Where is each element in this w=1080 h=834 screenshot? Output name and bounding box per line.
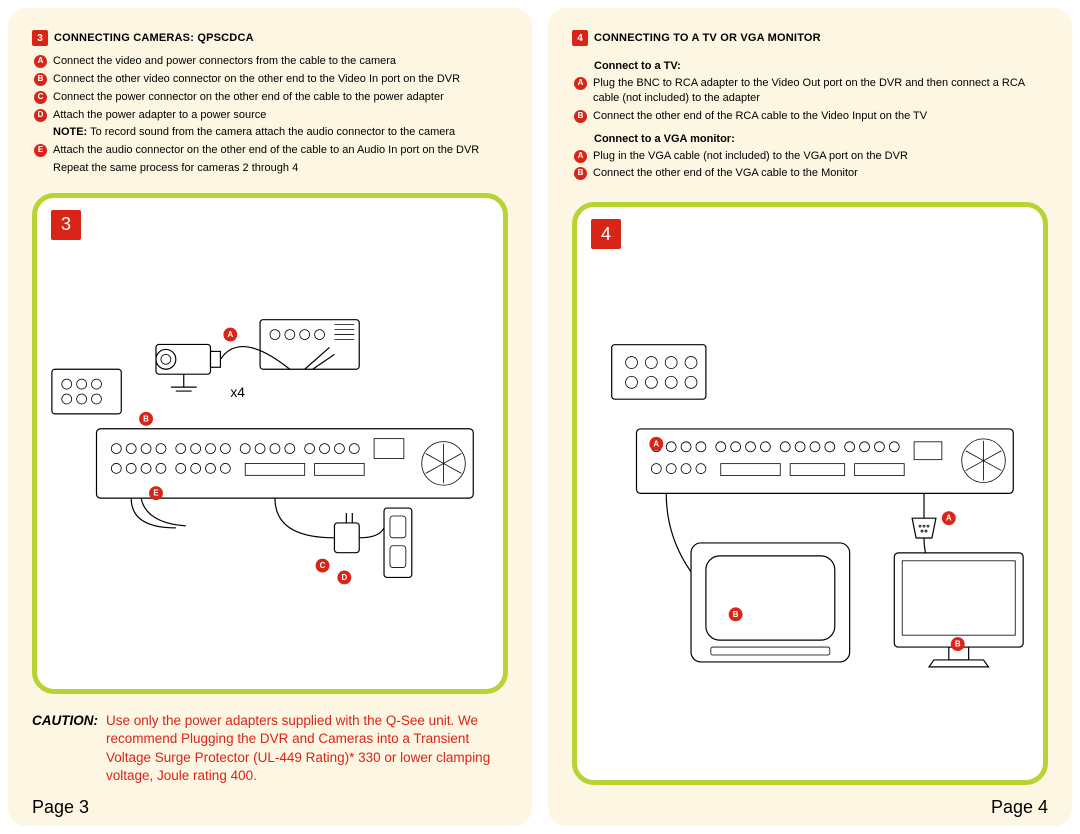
callout-e: E (149, 486, 163, 500)
svg-text:C: C (320, 561, 326, 570)
step-letter: D (34, 109, 47, 122)
section-title: CONNECTING TO A TV OR VGA MONITOR (594, 32, 821, 44)
page-number: Page 4 (572, 785, 1048, 818)
section-title: CONNECTING CAMERAS: QPSCDCA (54, 32, 254, 44)
step-item: A Connect the video and power connectors … (34, 54, 508, 69)
page-number: Page 3 (32, 785, 508, 818)
subsection-title: Connect to a TV: (594, 60, 1048, 72)
note-label: NOTE: (53, 126, 87, 138)
step-text: Connect the power connector on the other… (53, 90, 444, 105)
diagram-illustration: x4 (37, 198, 503, 689)
video-out-fragment-icon (612, 345, 706, 400)
step-text: Connect the other video connector on the… (53, 72, 460, 87)
step-text: Connect the other end of the RCA cable t… (593, 109, 927, 124)
audio-port-fragment-icon (52, 369, 121, 414)
svg-text:B: B (143, 414, 149, 423)
svg-text:E: E (153, 489, 158, 498)
step-letter: E (34, 144, 47, 157)
svg-text:A: A (653, 440, 659, 449)
step-text: Connect the other end of the VGA cable t… (593, 166, 858, 181)
step-list: A Connect the video and power connectors … (34, 54, 508, 179)
svg-text:D: D (341, 573, 347, 582)
callout-b: B (139, 412, 153, 426)
callout-d: D (337, 570, 351, 584)
step-text: Plug the BNC to RCA adapter to the Video… (593, 76, 1048, 106)
callout-a: A (223, 328, 237, 342)
step-text: Attach the audio connector on the other … (53, 143, 479, 158)
step-letter: B (574, 110, 587, 123)
step-item: B Connect the other end of the VGA cable … (574, 166, 1048, 181)
page-right: 4 CONNECTING TO A TV OR VGA MONITOR Conn… (548, 8, 1072, 826)
step-list: A Plug in the VGA cable (not included) to… (574, 149, 1048, 185)
callout-b-tv: B (729, 608, 743, 622)
diagram-frame: 4 (572, 202, 1048, 785)
step-letter: B (574, 167, 587, 180)
subsection-title: Connect to a VGA monitor: (594, 133, 1048, 145)
step-letter: C (34, 91, 47, 104)
x4-label: x4 (230, 384, 245, 400)
power-adapter-icon (275, 498, 384, 553)
step-item: A Plug in the VGA cable (not included) to… (574, 149, 1048, 164)
step-item: B Connect the other video connector on th… (34, 72, 508, 87)
step-list: A Plug the BNC to RCA adapter to the Vide… (574, 76, 1048, 127)
section-header: 3 CONNECTING CAMERAS: QPSCDCA (32, 30, 508, 46)
step-text: Plug in the VGA cable (not included) to … (593, 149, 908, 164)
section-header: 4 CONNECTING TO A TV OR VGA MONITOR (572, 30, 1048, 46)
step-item: D Attach the power adapter to a power sou… (34, 108, 508, 123)
step-item: A Plug the BNC to RCA adapter to the Vide… (574, 76, 1048, 106)
caution-label: CAUTION: (32, 712, 98, 785)
step-item: C Connect the power connector on the othe… (34, 90, 508, 105)
note-text: To record sound from the camera attach t… (90, 126, 455, 138)
svg-text:B: B (955, 640, 961, 649)
callout-a-vga: A (942, 511, 956, 525)
step-item: B Connect the other end of the RCA cable … (574, 109, 1048, 124)
step-letter: A (34, 55, 47, 68)
page-left: 3 CONNECTING CAMERAS: QPSCDCA A Connect t… (8, 8, 532, 826)
diagram-illustration: A A B B (577, 207, 1043, 780)
caution-text: Use only the power adapters supplied wit… (106, 712, 508, 785)
dvr-back-panel-icon (636, 429, 1013, 493)
svg-text:A: A (946, 514, 952, 523)
svg-text:A: A (227, 330, 233, 339)
repeat-line: Repeat the same process for cameras 2 th… (53, 161, 508, 176)
note-line: NOTE: To record sound from the camera at… (53, 125, 508, 140)
step-text: Attach the power adapter to a power sour… (53, 108, 266, 123)
step-letter: A (574, 77, 587, 90)
power-outlet-icon (384, 508, 412, 577)
diagram-frame: 3 x4 (32, 193, 508, 694)
callout-b-monitor: B (951, 637, 965, 651)
step-item: E Attach the audio connector on the other… (34, 143, 508, 158)
section-number-badge: 3 (32, 30, 48, 46)
svg-text:B: B (733, 610, 739, 619)
step-letter: A (574, 150, 587, 163)
step-text: Connect the video and power connectors f… (53, 54, 396, 69)
crt-tv-icon (691, 543, 850, 662)
callout-c: C (316, 559, 330, 573)
camera-icon (156, 344, 220, 391)
section-number-badge: 4 (572, 30, 588, 46)
step-letter: B (34, 73, 47, 86)
caution-block: CAUTION: Use only the power adapters sup… (32, 712, 508, 785)
dvr-port-fragment-icon (260, 320, 359, 370)
callout-a-video: A (649, 437, 663, 451)
